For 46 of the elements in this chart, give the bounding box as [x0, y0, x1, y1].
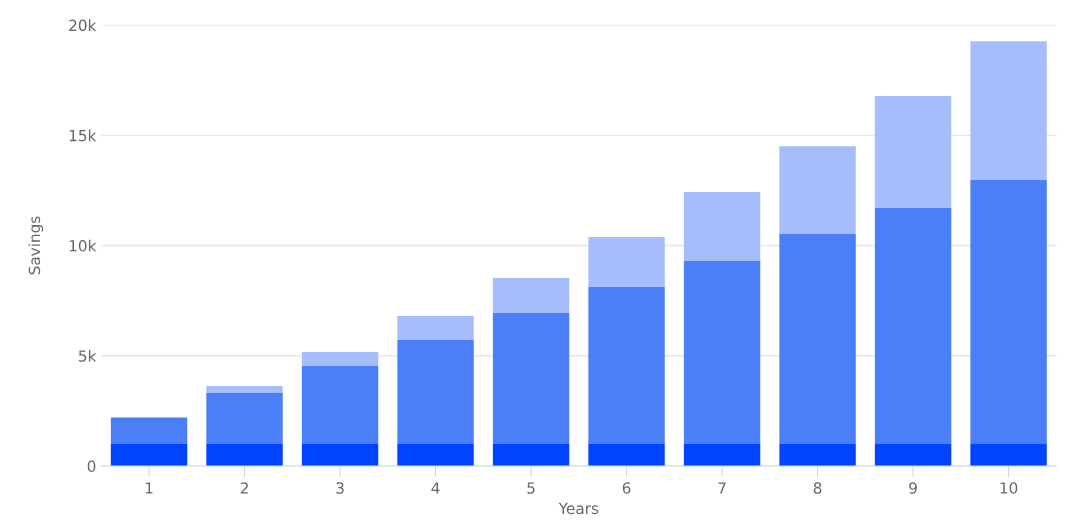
x-tick-label: 10: [1000, 482, 1018, 494]
bar: [779, 146, 856, 235]
x-tick-label: 4: [431, 482, 440, 494]
bar: [206, 443, 283, 466]
bar: [588, 236, 665, 287]
x-tick-label: 7: [718, 482, 726, 494]
bar: [110, 417, 188, 444]
bar: [492, 277, 570, 313]
bar: [970, 180, 1047, 444]
bar: [397, 316, 474, 341]
bar: [301, 365, 379, 444]
bar: [301, 443, 379, 466]
bar: [397, 340, 474, 444]
y-axis-title: Savings: [28, 216, 44, 275]
x-tick-label: 8: [813, 482, 822, 494]
bar: [874, 443, 952, 466]
bar: [588, 443, 665, 466]
bar: [970, 443, 1047, 466]
bar: [683, 191, 761, 261]
x-tick-label: 6: [622, 482, 631, 494]
bar: [492, 313, 570, 444]
bar: [301, 352, 379, 366]
x-tick-label: 3: [336, 482, 344, 494]
y-tick-label: 10k: [69, 239, 97, 252]
bar: [779, 443, 856, 466]
bar: [874, 96, 952, 209]
bar: [588, 286, 665, 444]
y-tick-label: 0: [87, 460, 96, 473]
bar: [779, 234, 856, 444]
bar: [683, 260, 761, 444]
bar: [492, 443, 570, 466]
bar: [874, 208, 952, 444]
bar: [206, 393, 283, 444]
y-tick-label: 15k: [69, 129, 97, 142]
bar: [110, 443, 188, 466]
bar: [397, 443, 474, 466]
x-tick-label: 5: [527, 482, 535, 494]
x-tick-label: 9: [909, 482, 917, 494]
bar: [206, 385, 283, 394]
x-tick-label: 1: [145, 482, 153, 494]
y-tick-label: 5k: [79, 349, 97, 362]
x-tick-label: 2: [240, 482, 248, 494]
bar: [970, 41, 1047, 181]
x-axis-title: Years: [558, 502, 599, 515]
bar: [683, 443, 761, 466]
y-tick-label: 20k: [69, 19, 97, 32]
